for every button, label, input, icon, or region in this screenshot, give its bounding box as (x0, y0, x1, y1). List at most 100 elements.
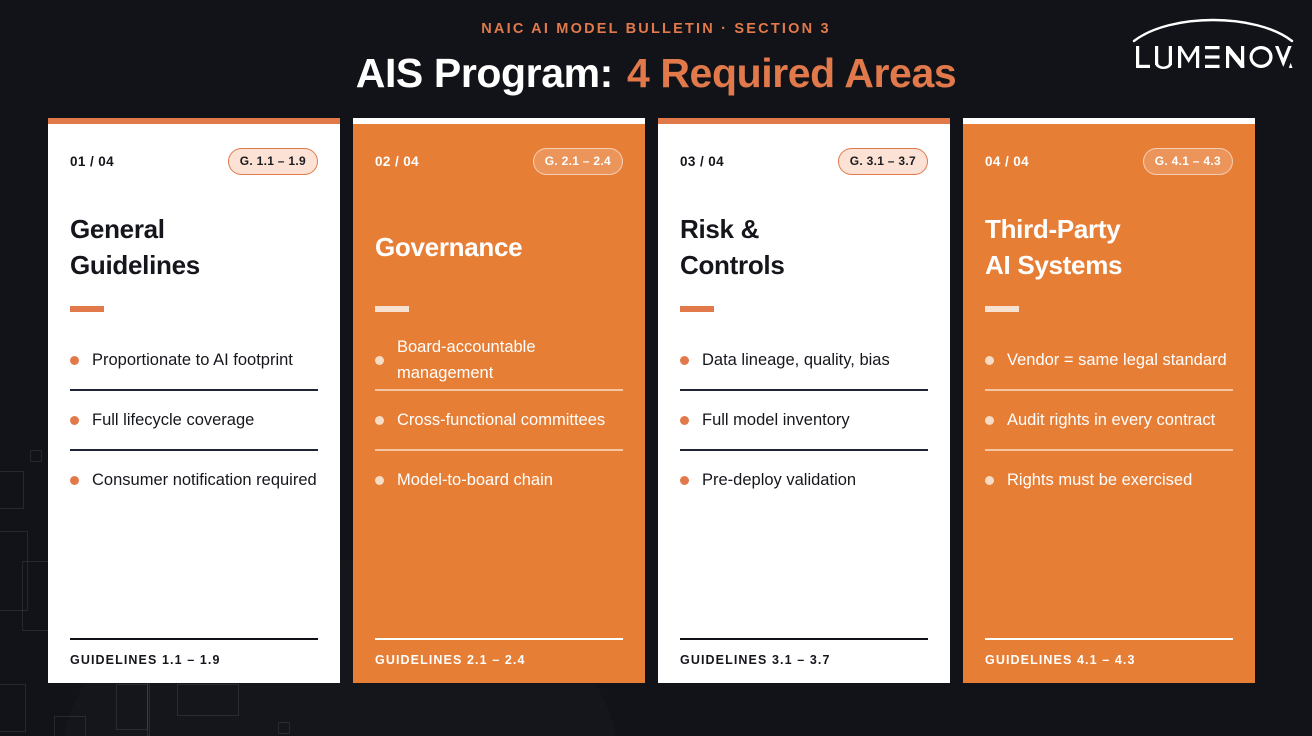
list-item: Full lifecycle coverage (70, 391, 318, 451)
list-item: Pre-deploy validation (680, 451, 928, 509)
point-text: Data lineage, quality, bias (702, 350, 890, 369)
background-rect (22, 561, 50, 631)
point-text: Rights must be exercised (1007, 470, 1193, 489)
bullet-dot-icon (70, 355, 79, 365)
card-accent-rule (375, 306, 409, 312)
card-accent-rule (70, 306, 104, 312)
card-title: Risk & Controls (680, 214, 785, 280)
card-accent-rule (985, 306, 1019, 312)
list-item: Board-accountable management (375, 331, 623, 391)
area-card-2[interactable]: 02 / 04 G. 2.1 – 2.4 Governance Board-accou… (353, 118, 645, 683)
card-title-wrap: Third-Party AI Systems (985, 192, 1233, 304)
point-row: Full model inventory (680, 391, 928, 449)
card-point-list: Board-accountable management Cross-functi… (375, 331, 623, 638)
card-point-list: Proportionate to AI footprint Full lifecy… (70, 331, 318, 638)
point-divider (985, 449, 1233, 451)
point-row: Proportionate to AI footprint (70, 331, 318, 389)
card-footer-rule (985, 637, 1233, 640)
bullet-dot-icon (985, 475, 994, 485)
card-index-label: 01 / 04 (70, 153, 115, 169)
card-guideline-badge[interactable]: G. 4.1 – 4.3 (1142, 147, 1233, 175)
card-guideline-badge[interactable]: G. 1.1 – 1.9 (227, 147, 318, 175)
card-header: 04 / 04 G. 4.1 – 4.3 (985, 146, 1233, 176)
card-footer-rule (375, 637, 623, 640)
background-rect (0, 471, 24, 509)
card-footer-label: GUIDELINES 3.1 – 3.7 (680, 653, 831, 667)
page-title-main: AIS Program: (355, 50, 614, 96)
point-row: Pre-deploy validation (680, 451, 928, 509)
lumenova-wordmark (1136, 46, 1293, 69)
card-footer-rule (70, 637, 318, 640)
card-footer-rule (680, 637, 928, 640)
card-title: General Guidelines (70, 214, 200, 280)
bullet-dot-icon (375, 415, 384, 425)
card-guideline-badge[interactable]: G. 3.1 – 3.7 (837, 147, 928, 175)
page-title-accent: 4 Required Areas (626, 50, 957, 96)
point-row: Board-accountable management (375, 331, 623, 389)
point-row: Audit rights in every contract (985, 391, 1233, 449)
area-card-4[interactable]: 04 / 04 G. 4.1 – 4.3 Third-Party AI System… (963, 118, 1255, 683)
point-row: Vendor = same legal standard (985, 331, 1233, 389)
card-point-list: Data lineage, quality, bias Full model in… (680, 331, 928, 638)
point-row: Cross-functional committees (375, 391, 623, 449)
bullet-dot-icon (70, 475, 79, 485)
card-footer-label: GUIDELINES 4.1 – 4.3 (985, 653, 1136, 667)
card-title: Third-Party AI Systems (985, 214, 1123, 280)
card-footer-label: GUIDELINES 2.1 – 2.4 (375, 653, 526, 667)
area-card-1[interactable]: 01 / 04 G. 1.1 – 1.9 General Guidelines Pro… (48, 118, 340, 683)
point-text: Board-accountable management (397, 337, 536, 382)
list-item: Consumer notification required (70, 451, 318, 509)
arc-swoosh-icon (1132, 18, 1294, 69)
area-card-3[interactable]: 03 / 04 G. 3.1 – 3.7 Risk & Controls Data l… (658, 118, 950, 683)
bullet-dot-icon (70, 415, 79, 425)
list-item: Audit rights in every contract (985, 391, 1233, 451)
background-rect (278, 722, 290, 734)
card-header: 01 / 04 G. 1.1 – 1.9 (70, 146, 318, 176)
point-text: Vendor = same legal standard (1007, 350, 1227, 369)
card-title-wrap: Governance (375, 192, 623, 304)
bullet-dot-icon (375, 475, 384, 485)
list-item: Data lineage, quality, bias (680, 331, 928, 391)
card-footer: GUIDELINES 3.1 – 3.7 (680, 637, 928, 684)
card-index-label: 02 / 04 (375, 153, 420, 169)
card-header: 03 / 04 G. 3.1 – 3.7 (680, 146, 928, 176)
background-rect (30, 450, 42, 462)
point-text: Full model inventory (702, 410, 850, 429)
card-header: 02 / 04 G. 2.1 – 2.4 (375, 146, 623, 176)
background-rect (54, 716, 86, 736)
point-divider (680, 449, 928, 451)
card-guideline-badge[interactable]: G. 2.1 – 2.4 (532, 147, 623, 175)
card-footer: GUIDELINES 4.1 – 4.3 (985, 637, 1233, 684)
bullet-dot-icon (680, 355, 689, 365)
bullet-dot-icon (680, 415, 689, 425)
point-divider (375, 449, 623, 451)
bullet-dot-icon (985, 415, 994, 425)
point-row: Full lifecycle coverage (70, 391, 318, 449)
point-row: Rights must be exercised (985, 451, 1233, 509)
card-top-accent-bar (48, 118, 340, 124)
background-rect (177, 684, 239, 716)
list-item: Model-to-board chain (375, 451, 623, 509)
point-text: Model-to-board chain (397, 470, 553, 489)
point-divider (680, 389, 928, 391)
background-rect (0, 684, 26, 732)
card-footer: GUIDELINES 1.1 – 1.9 (70, 637, 318, 684)
card-title: Governance (375, 232, 523, 263)
card-title-wrap: General Guidelines (70, 192, 318, 304)
point-text: Pre-deploy validation (702, 470, 857, 489)
bullet-dot-icon (680, 475, 689, 485)
list-item: Vendor = same legal standard (985, 331, 1233, 391)
point-divider (70, 449, 318, 451)
point-row: Model-to-board chain (375, 451, 623, 509)
card-accent-rule (680, 306, 714, 312)
bullet-dot-icon (985, 355, 994, 365)
point-text: Proportionate to AI footprint (92, 350, 293, 369)
bullet-dot-icon (375, 355, 384, 365)
point-text: Full lifecycle coverage (92, 410, 255, 429)
point-text: Consumer notification required (92, 470, 317, 489)
card-top-accent-bar (963, 118, 1255, 124)
card-footer-label: GUIDELINES 1.1 – 1.9 (70, 653, 221, 667)
list-item: Rights must be exercised (985, 451, 1233, 509)
card-top-accent-bar (353, 118, 645, 124)
card-top-accent-bar (658, 118, 950, 124)
